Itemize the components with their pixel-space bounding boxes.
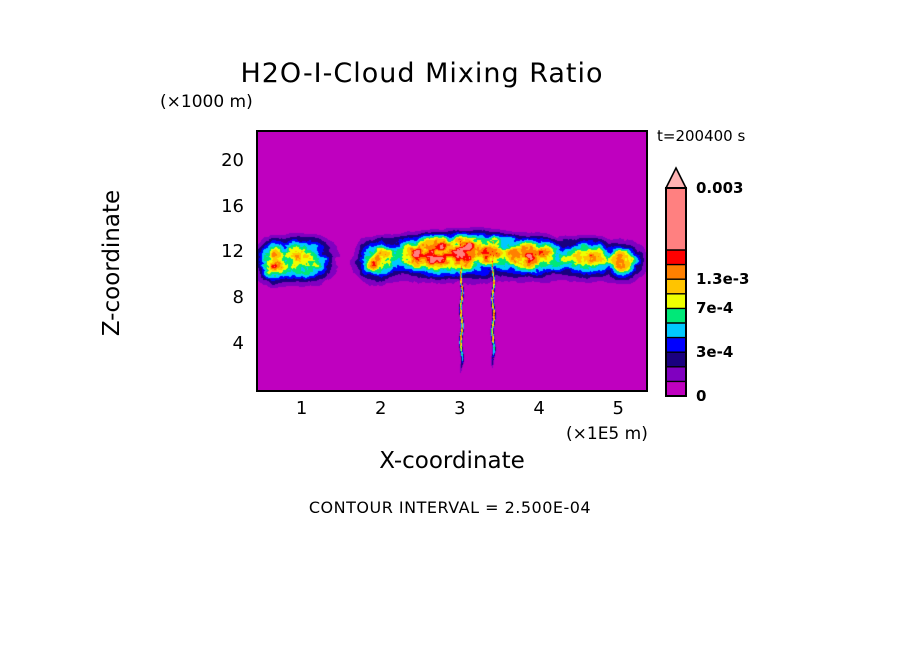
colorbar-band-10 xyxy=(666,188,686,251)
y-tick-16: 16 xyxy=(221,195,244,217)
colorbar-band-1 xyxy=(666,366,686,382)
colorbar-band-7 xyxy=(666,279,686,295)
x-tick-3: 3 xyxy=(454,398,466,419)
colorbar-band-5 xyxy=(666,308,686,324)
chart-title: H2O-I-Cloud Mixing Ratio xyxy=(240,58,604,89)
contour-plot-area xyxy=(256,130,648,392)
x-axis-label: X-coordinate xyxy=(379,448,525,474)
y-tick-12: 12 xyxy=(221,241,244,263)
x-tick-1: 1 xyxy=(295,398,308,419)
y-axis-unit-label: (×1000 m) xyxy=(160,92,253,112)
x-tick-5: 5 xyxy=(612,398,624,419)
y-tick-4: 4 xyxy=(232,333,244,355)
colorbar-band-2 xyxy=(666,352,686,368)
x-tick-4: 4 xyxy=(533,398,545,419)
colorbar-band-9 xyxy=(666,250,686,266)
time-label: t=200400 s xyxy=(657,127,746,145)
colorbar-band-4 xyxy=(666,323,686,339)
colorbar-label-4: 0 xyxy=(696,387,707,405)
colorbar-band-3 xyxy=(666,337,686,353)
colorbar-label-2: 7e-4 xyxy=(696,299,734,318)
colorbar-swatches xyxy=(664,166,688,397)
colorbar-band-0 xyxy=(666,381,686,397)
colorbar-label-3: 3e-4 xyxy=(696,343,734,362)
y-tick-20: 20 xyxy=(221,149,244,171)
y-tick-8: 8 xyxy=(232,287,244,309)
x-axis-unit-label: (×1E5 m) xyxy=(566,424,648,444)
contour-field xyxy=(258,132,646,390)
colorbar: 0.003 1.3e-3 7e-4 3e-4 0 xyxy=(662,166,892,405)
colorbar-band-6 xyxy=(666,293,686,309)
colorbar-label-1: 1.3e-3 xyxy=(696,270,750,289)
colorbar-label-0: 0.003 xyxy=(696,179,744,197)
y-axis-label: Z-coordinate xyxy=(99,189,125,337)
contour-interval-caption: CONTOUR INTERVAL = 2.500E-04 xyxy=(308,498,592,517)
colorbar-band-8 xyxy=(666,264,686,280)
x-tick-2: 2 xyxy=(375,398,387,419)
